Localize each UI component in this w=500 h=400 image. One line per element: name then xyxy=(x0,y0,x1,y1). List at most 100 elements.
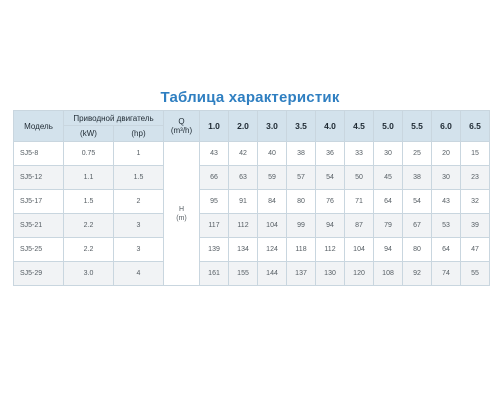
value-cell: 43 xyxy=(431,189,462,214)
kw-cell: 2.2 xyxy=(63,213,114,238)
kw-header: (kW) xyxy=(63,125,114,142)
flow-rate-symbol: Q xyxy=(178,117,185,126)
value-cell: 43 xyxy=(199,141,230,166)
value-cell: 66 xyxy=(199,165,230,190)
value-cell: 95 xyxy=(199,189,230,214)
head-label-cell: H (m) xyxy=(163,141,201,286)
table-title: Таблица характеристик xyxy=(160,89,340,106)
value-cell: 94 xyxy=(315,213,346,238)
value-cell: 50 xyxy=(344,165,375,190)
value-cell: 104 xyxy=(257,213,288,238)
flow-col-header: 3.5 xyxy=(286,110,317,142)
value-cell: 120 xyxy=(344,261,375,286)
model-cell: SJ5-12 xyxy=(13,165,64,190)
value-cell: 139 xyxy=(199,237,230,262)
value-cell: 33 xyxy=(344,141,375,166)
value-cell: 99 xyxy=(286,213,317,238)
head-unit: (m) xyxy=(176,214,187,222)
hp-cell: 4 xyxy=(112,261,165,286)
flow-col-header: 5.0 xyxy=(373,110,404,142)
value-cell: 80 xyxy=(286,189,317,214)
flow-col-header: 2.0 xyxy=(228,110,259,142)
value-cell: 92 xyxy=(402,261,433,286)
value-cell: 155 xyxy=(228,261,259,286)
header-row-bottom: (kW) (hp) xyxy=(14,125,490,142)
value-cell: 32 xyxy=(460,189,491,214)
value-cell: 47 xyxy=(460,237,491,262)
header-row-top: Модель Приводной двигатель Q (m³/h) 1.0 … xyxy=(13,110,491,142)
hp-cell: 3 xyxy=(112,237,165,262)
hp-cell: 1 xyxy=(112,141,165,166)
table-row: SJ5-17 1.5 2 95 91 84 80 76 71 64 54 43 … xyxy=(13,189,491,214)
flow-col-header: 1.0 xyxy=(199,110,230,142)
flow-col-header: 6.5 xyxy=(460,110,491,142)
value-cell: 38 xyxy=(286,141,317,166)
flow-col-header: 3.0 xyxy=(257,110,288,142)
value-cell: 67 xyxy=(402,213,433,238)
value-cell: 144 xyxy=(257,261,288,286)
value-cell: 40 xyxy=(257,141,288,166)
value-cell: 74 xyxy=(431,261,462,286)
kw-cell: 1.5 xyxy=(63,189,114,214)
value-cell: 87 xyxy=(344,213,375,238)
value-cell: 54 xyxy=(402,189,433,214)
value-cell: 80 xyxy=(402,237,433,262)
value-cell: 104 xyxy=(344,237,375,262)
value-cell: 42 xyxy=(228,141,259,166)
value-cell: 36 xyxy=(315,141,346,166)
kw-cell: 0.75 xyxy=(63,141,114,166)
value-cell: 112 xyxy=(315,237,346,262)
value-cell: 57 xyxy=(286,165,317,190)
value-cell: 64 xyxy=(373,189,404,214)
flow-rate-header: Q (m³/h) xyxy=(163,110,201,142)
table-row: SJ5-21 2.2 3 117 112 104 99 94 87 79 67 … xyxy=(13,213,491,238)
flow-col-header: 6.0 xyxy=(431,110,462,142)
value-cell: 25 xyxy=(402,141,433,166)
head-symbol: H xyxy=(178,205,185,213)
value-cell: 30 xyxy=(431,165,462,190)
model-cell: SJ5-21 xyxy=(13,213,64,238)
value-cell: 55 xyxy=(460,261,491,286)
value-cell: 112 xyxy=(228,213,259,238)
kw-cell: 1.1 xyxy=(63,165,114,190)
value-cell: 134 xyxy=(228,237,259,262)
characteristics-table: Модель Приводной двигатель Q (m³/h) 1.0 … xyxy=(13,110,491,286)
value-cell: 137 xyxy=(286,261,317,286)
model-cell: SJ5-29 xyxy=(13,261,64,286)
model-cell: SJ5-8 xyxy=(13,141,64,166)
model-cell: SJ5-17 xyxy=(13,189,64,214)
model-header: Модель xyxy=(13,110,64,142)
table-row: SJ5-8 0.75 1 H (m) 43 42 40 38 36 33 30 … xyxy=(13,141,491,286)
value-cell: 108 xyxy=(373,261,404,286)
table-row: SJ5-29 3.0 4 161 155 144 137 130 120 108… xyxy=(13,261,491,286)
value-cell: 45 xyxy=(373,165,404,190)
value-cell: 84 xyxy=(257,189,288,214)
flow-rate-unit: (m³/h) xyxy=(170,126,193,135)
kw-cell: 3.0 xyxy=(63,261,114,286)
flow-col-header: 4.0 xyxy=(315,110,346,142)
hp-cell: 2 xyxy=(112,189,165,214)
value-cell: 71 xyxy=(344,189,375,214)
value-cell: 59 xyxy=(257,165,288,190)
value-cell: 118 xyxy=(286,237,317,262)
value-cell: 30 xyxy=(373,141,404,166)
hp-cell: 1.5 xyxy=(112,165,165,190)
value-cell: 79 xyxy=(373,213,404,238)
value-cell: 94 xyxy=(373,237,404,262)
value-cell: 76 xyxy=(315,189,346,214)
value-cell: 39 xyxy=(460,213,491,238)
table-row: SJ5-12 1.1 1.5 66 63 59 57 54 50 45 38 3… xyxy=(13,165,491,190)
hp-cell: 3 xyxy=(112,213,165,238)
value-cell: 161 xyxy=(199,261,230,286)
value-cell: 124 xyxy=(257,237,288,262)
kw-cell: 2.2 xyxy=(63,237,114,262)
table-row: SJ5-25 2.2 3 139 134 124 118 112 104 94 … xyxy=(13,237,491,262)
hp-header: (hp) xyxy=(112,125,165,142)
value-cell: 130 xyxy=(315,261,346,286)
value-cell: 64 xyxy=(431,237,462,262)
value-cell: 23 xyxy=(460,165,491,190)
value-cell: 91 xyxy=(228,189,259,214)
value-cell: 63 xyxy=(228,165,259,190)
flow-col-header: 5.5 xyxy=(402,110,433,142)
value-cell: 15 xyxy=(460,141,491,166)
